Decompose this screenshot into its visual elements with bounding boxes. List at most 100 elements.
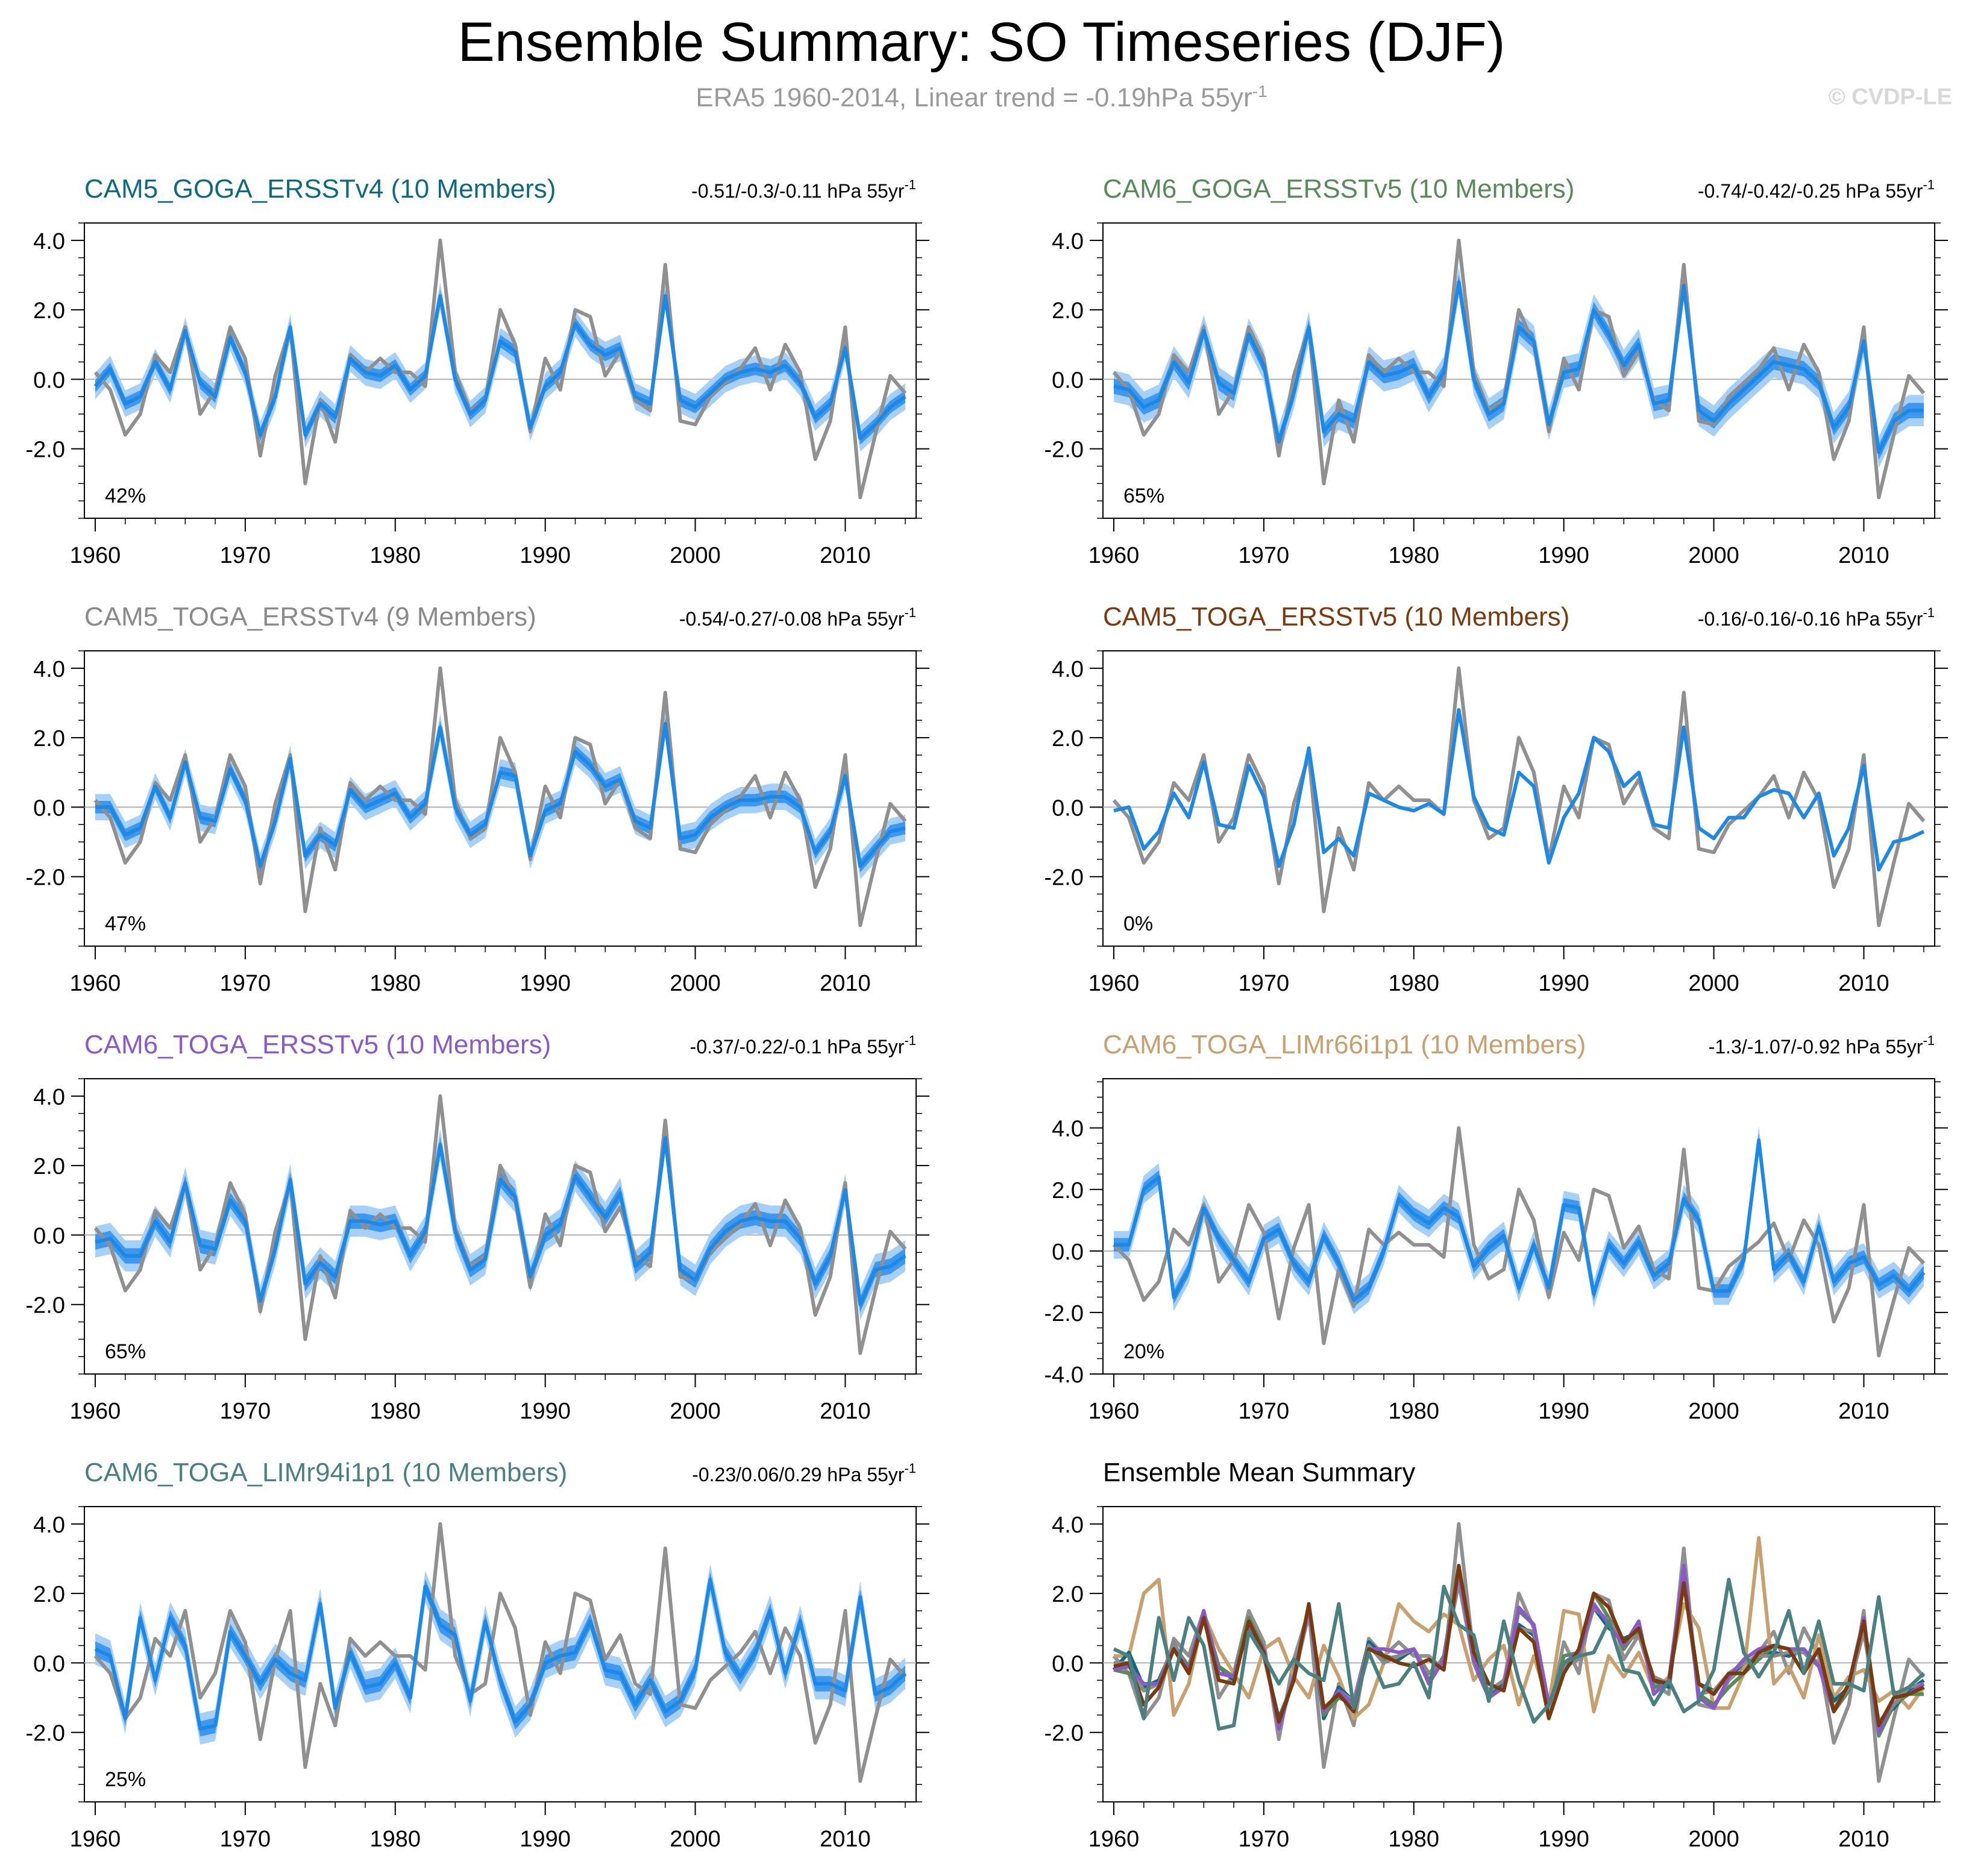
panel-percent: 25% [105, 1768, 146, 1791]
series-line-ensemble-mean [93, 294, 906, 441]
chart-panel-6: CAM6_TOGA_LIMr66i1p1 (10 Members) -1.3/-1… [1044, 1030, 1948, 1424]
panel-percent: 20% [1123, 1340, 1164, 1363]
x-tick-label: 2000 [670, 543, 721, 568]
y-tick-label: 0.0 [1052, 1240, 1084, 1265]
y-tick-label: 2.0 [33, 726, 65, 751]
trend-text: -0.74/-0.42/-0.25 hPa 55yr [1698, 180, 1923, 202]
x-tick-label: 2010 [1838, 1399, 1889, 1424]
x-tick-label: 2000 [1688, 1827, 1739, 1852]
plot-frame [1102, 1078, 1935, 1375]
x-tick-label: 1970 [220, 543, 271, 568]
y-tick-label: 2.0 [33, 1154, 65, 1179]
panel-title: CAM6_TOGA_LIMr94i1p1 (10 Members) [84, 1458, 567, 1487]
chart-panel-3: CAM5_TOGA_ERSSTv4 (9 Members) -0.54/-0.27… [26, 602, 929, 996]
y-tick-label: 4.0 [33, 1513, 65, 1538]
series-line-7 [1113, 1578, 1926, 1731]
y-tick-label: 0.0 [1052, 1651, 1084, 1677]
trend-superscript: -1 [904, 177, 916, 192]
trend-superscript: -1 [1923, 605, 1935, 620]
y-tick-label: -2.0 [26, 1293, 65, 1319]
series-line-obs [1112, 666, 1926, 927]
trend-text: -0.16/-0.16/-0.16 hPa 55yr [1698, 608, 1923, 630]
panel-percent: 0% [1123, 912, 1153, 935]
trend-superscript: -1 [1923, 177, 1935, 192]
plot-area [93, 1094, 907, 1355]
x-tick-label: 1980 [1389, 971, 1440, 996]
x-tick-label: 1990 [520, 1827, 571, 1852]
series-line-obs [1112, 238, 1926, 500]
subtitle-superscript: -1 [1252, 82, 1267, 101]
panel-trend: -0.51/-0.3/-0.11 hPa 55yr-1 [691, 177, 916, 202]
panel-title: CAM5_TOGA_ERSSTv5 (10 Members) [1103, 602, 1569, 632]
x-tick-label: 2010 [1838, 971, 1889, 996]
series-line-ensemble-mean [1113, 280, 1924, 454]
x-tick-label: 1960 [70, 1827, 121, 1852]
trend-superscript: -1 [1923, 1033, 1935, 1048]
x-tick-label: 1990 [1538, 971, 1589, 996]
trend-text: -0.23/0.06/0.29 hPa 55yr [692, 1464, 905, 1485]
x-tick-label: 1990 [520, 1399, 571, 1424]
chart-panel-1: CAM5_GOGA_ERSSTv4 (10 Members) -0.51/-0.3… [26, 174, 929, 568]
x-tick-label: 1970 [220, 971, 271, 996]
y-tick-label: -2.0 [26, 865, 65, 891]
plot-area [93, 666, 907, 927]
panel-percent: 42% [105, 485, 146, 507]
plot-area [1112, 1522, 1926, 1783]
trend-text: -0.51/-0.3/-0.11 hPa 55yr [691, 180, 905, 202]
panel-trend: -0.74/-0.42/-0.25 hPa 55yr-1 [1698, 177, 1935, 202]
y-tick-label: -2.0 [26, 1721, 65, 1746]
x-tick-label: 1990 [1538, 1399, 1589, 1424]
series-line-ensemble-mean [95, 722, 906, 868]
chart-panel-4: CAM5_TOGA_ERSSTv5 (10 Members) -0.16/-0.1… [1044, 602, 1948, 996]
panel-trend: -0.37/-0.22/-0.1 hPa 55yr-1 [690, 1033, 916, 1058]
y-tick-label: 4.0 [1052, 1513, 1084, 1538]
y-tick-label: 0.0 [1052, 795, 1084, 821]
figure-subtitle: ERA5 1960-2014, Linear trend = -0.19hPa … [0, 82, 1963, 113]
trend-superscript: -1 [904, 1461, 916, 1476]
panel-percent: 65% [105, 1340, 146, 1363]
x-tick-label: 1990 [1538, 543, 1589, 568]
x-tick-label: 1980 [370, 971, 421, 996]
y-tick-label: 4.0 [33, 657, 65, 682]
x-tick-label: 1970 [1239, 971, 1290, 996]
chart-panel-2: CAM6_GOGA_ERSSTv5 (10 Members) -0.74/-0.4… [1044, 174, 1948, 568]
y-tick-label: 0.0 [33, 795, 65, 821]
x-tick-label: 2000 [670, 971, 721, 996]
series-line-obs [93, 666, 907, 927]
y-tick-label: 0.0 [1052, 368, 1084, 393]
x-tick-label: 1960 [1088, 1399, 1140, 1424]
panel-title: CAM6_TOGA_ERSSTv5 (10 Members) [84, 1030, 551, 1059]
x-tick-label: 1970 [1239, 1399, 1290, 1424]
x-tick-label: 2010 [820, 543, 871, 568]
trend-text: -0.54/-0.27/-0.08 hPa 55yr [679, 608, 905, 630]
x-tick-label: 1960 [70, 1399, 121, 1424]
y-tick-label: 4.0 [33, 229, 65, 254]
chart-panel-8: Ensemble Mean Summary -2.0 0.0 2.0 4.0 1960 19… [1044, 1458, 1948, 1852]
series-line-ensemble-mean [94, 1578, 907, 1731]
x-tick-label: 2010 [820, 971, 871, 996]
x-tick-label: 1980 [370, 543, 421, 568]
series-line-obs [93, 1094, 907, 1355]
panel-percent: 47% [105, 912, 146, 935]
y-tick-label: -2.0 [1044, 1721, 1084, 1746]
x-tick-label: 1980 [1389, 1827, 1440, 1852]
x-tick-label: 2010 [820, 1827, 871, 1852]
plot-area [1112, 1126, 1926, 1358]
panel-trend: -0.16/-0.16/-0.16 hPa 55yr-1 [1698, 605, 1935, 630]
series-line-obs [1112, 1126, 1926, 1358]
y-tick-label: 2.0 [33, 1582, 65, 1607]
y-tick-label: -4.0 [1044, 1363, 1084, 1388]
x-tick-label: 1990 [520, 543, 571, 568]
panel-title: CAM5_TOGA_ERSSTv4 (9 Members) [84, 602, 536, 632]
x-tick-label: 2010 [1838, 543, 1889, 568]
y-tick-label: -2.0 [1044, 438, 1084, 463]
x-tick-label: 1990 [1538, 1827, 1589, 1852]
x-tick-label: 2000 [1688, 543, 1739, 568]
x-tick-label: 2010 [820, 1399, 871, 1424]
y-tick-label: 4.0 [1052, 229, 1084, 254]
x-tick-label: 1970 [1239, 543, 1290, 568]
y-tick-label: 0.0 [33, 1651, 65, 1677]
chart-panel-5: CAM6_TOGA_ERSSTv5 (10 Members) -0.37/-0.2… [26, 1030, 929, 1424]
figure-title: Ensemble Summary: SO Timeseries (DJF) [457, 11, 1506, 73]
